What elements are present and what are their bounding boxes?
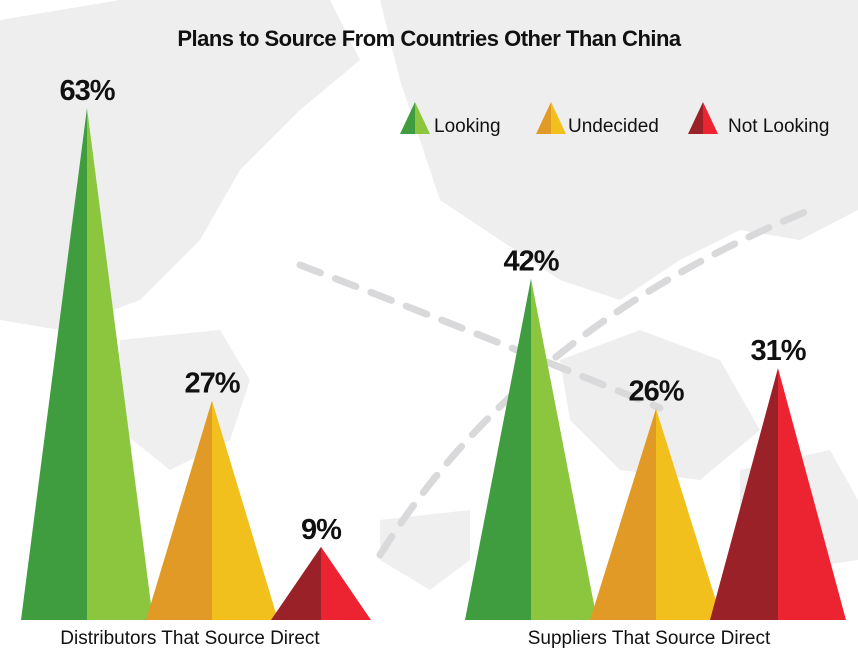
peak-undecided-1 (146, 400, 278, 620)
chart-marks: 63% 27% 9% 42% 26% 31% (21, 75, 846, 620)
value-label-undecided-1: 27% (184, 368, 240, 400)
peak-left-face (21, 108, 87, 620)
chart-title: Plans to Source From Countries Other Tha… (177, 26, 682, 51)
peak-right-face (321, 546, 371, 620)
peak-left-face (146, 400, 212, 620)
legend-swatch-left (400, 102, 415, 134)
legend-item-undecided: Undecided (536, 102, 659, 137)
legend-swatch-left (536, 102, 551, 134)
legend-item-not-looking: Not Looking (688, 102, 829, 137)
peak-left-face (710, 368, 778, 620)
peak-left-face (590, 408, 656, 620)
peak-looking-2 (465, 278, 597, 620)
peak-undecided-2 (590, 408, 722, 620)
value-label-looking-2: 42% (503, 246, 559, 278)
legend-item-looking: Looking (400, 102, 501, 137)
value-label-not-looking-1: 9% (301, 514, 342, 546)
value-label-not-looking-2: 31% (750, 335, 806, 367)
value-label-looking-1: 63% (59, 75, 115, 107)
peak-right-face (212, 400, 278, 620)
peak-right-face (531, 278, 597, 620)
legend-label-undecided: Undecided (568, 116, 659, 137)
peak-not-looking-1 (271, 546, 371, 620)
legend-label-not-looking: Not Looking (728, 116, 829, 137)
legend-label-looking: Looking (434, 116, 501, 137)
peak-not-looking-2 (710, 368, 846, 620)
category-label-2: Suppliers That Source Direct (528, 628, 771, 649)
peak-looking-1 (21, 108, 153, 620)
legend-swatch-left (688, 102, 703, 134)
legend-swatch-right (703, 102, 718, 134)
category-labels: Distributors That Source Direct Suppliers… (60, 628, 771, 649)
peak-right-face (87, 108, 153, 620)
legend: Looking Undecided Not Looking (400, 102, 829, 137)
value-label-undecided-2: 26% (628, 376, 684, 408)
peak-right-face (656, 408, 722, 620)
peak-left-face (465, 278, 531, 620)
legend-swatch-right (551, 102, 566, 134)
legend-swatch-right (415, 102, 430, 134)
peak-left-face (271, 546, 321, 620)
route-dashes (296, 208, 809, 559)
peak-right-face (778, 368, 846, 620)
category-label-1: Distributors That Source Direct (60, 628, 320, 649)
